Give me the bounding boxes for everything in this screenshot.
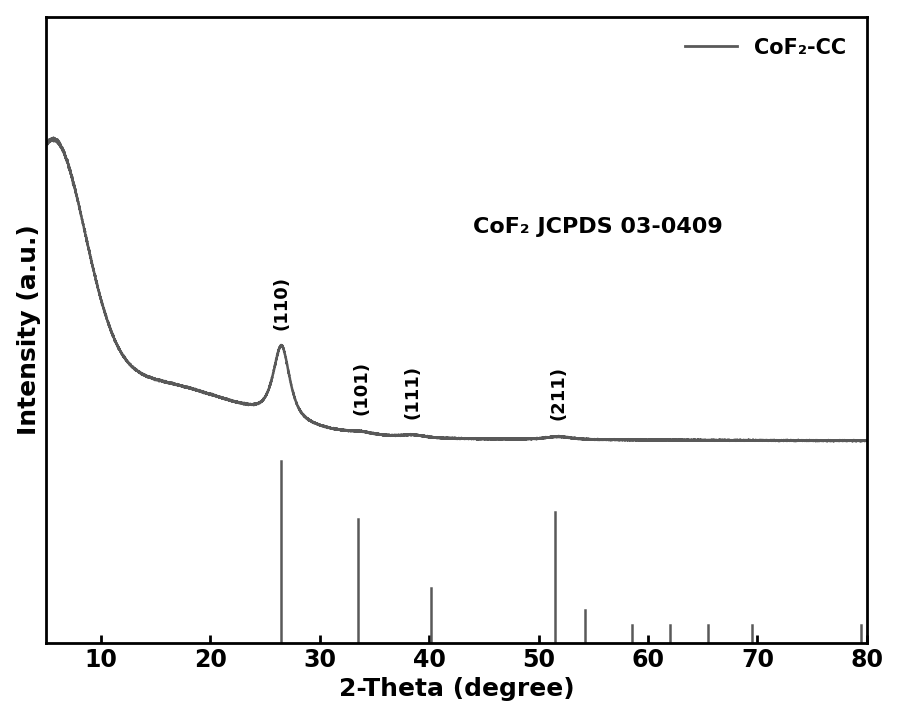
Legend: CoF₂-CC: CoF₂-CC [675, 27, 857, 68]
Y-axis label: Intensity (a.u.): Intensity (a.u.) [17, 225, 40, 435]
Text: (111): (111) [404, 365, 422, 419]
Text: (211): (211) [549, 366, 567, 420]
X-axis label: 2-Theta (degree): 2-Theta (degree) [338, 677, 574, 701]
Text: (101): (101) [352, 361, 370, 415]
Text: CoF₂ JCPDS 03-0409: CoF₂ JCPDS 03-0409 [472, 217, 723, 237]
Text: (110): (110) [273, 276, 291, 330]
